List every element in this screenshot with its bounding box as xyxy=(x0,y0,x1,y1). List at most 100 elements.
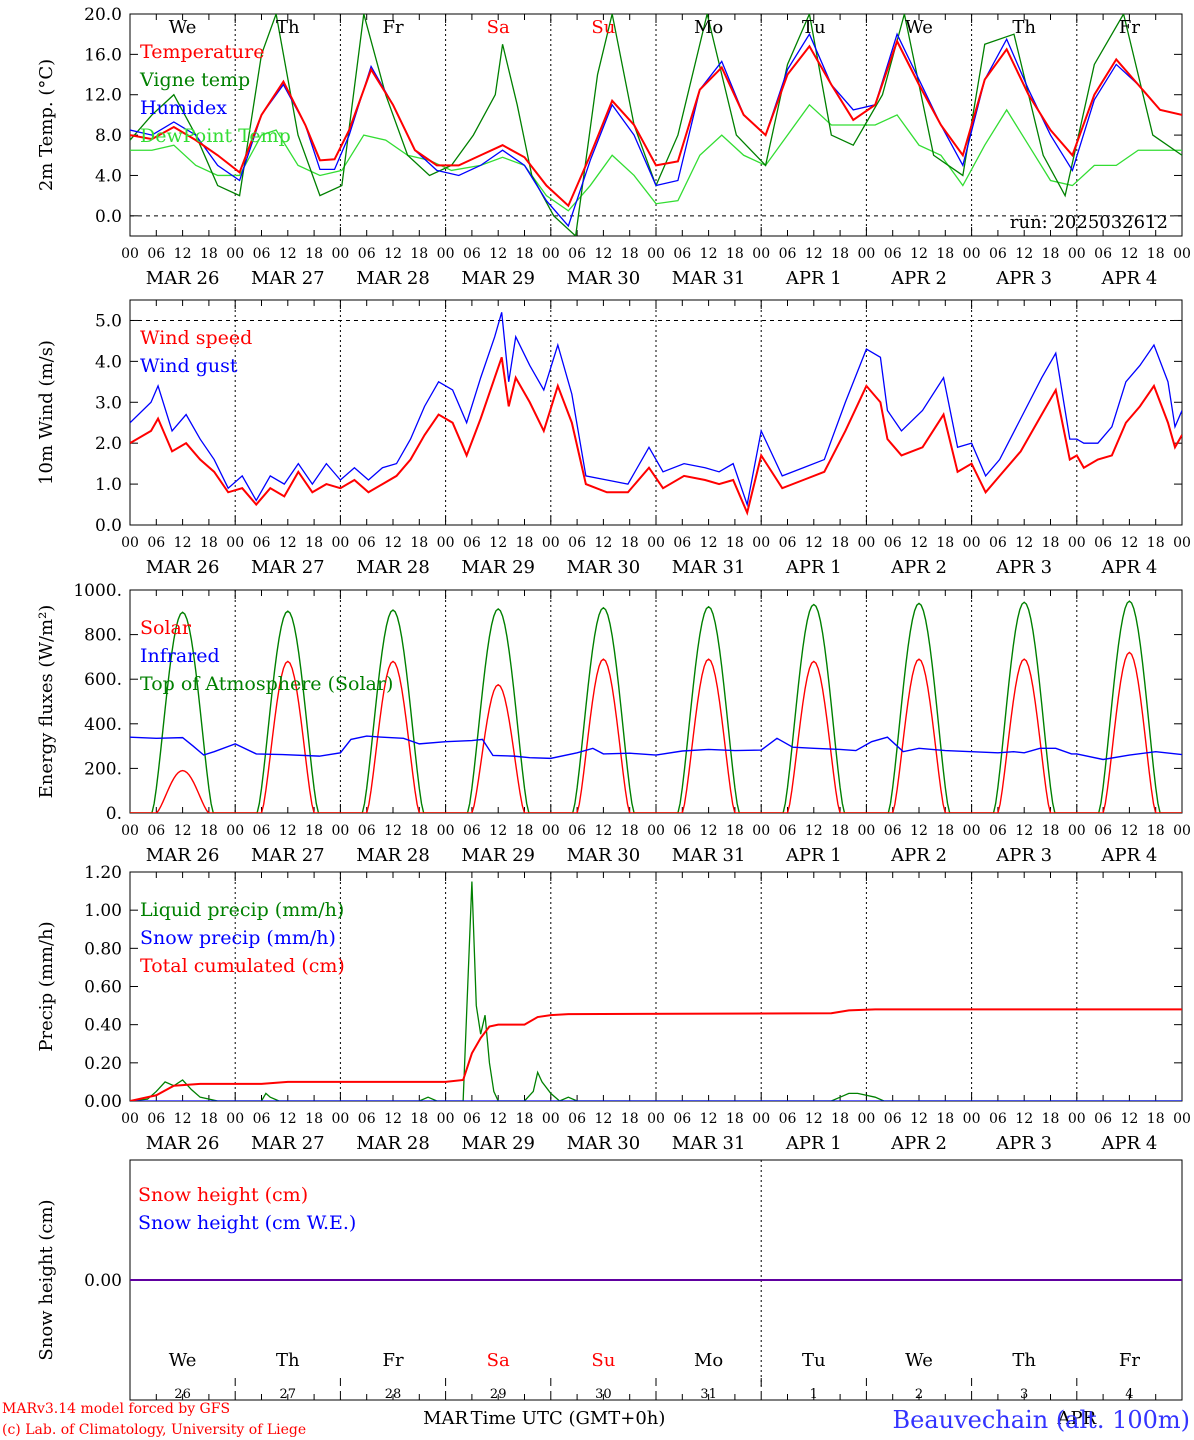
hour-tick-label: 12 xyxy=(279,535,297,551)
y-tick-label: 12.0 xyxy=(84,86,122,106)
panel-5 xyxy=(129,1159,1183,1401)
hour-tick-label: 12 xyxy=(910,1111,928,1127)
hour-tick-label: 00 xyxy=(226,823,244,839)
day-name-label: Tu xyxy=(802,17,826,38)
day-number-label: 1 xyxy=(810,1387,818,1402)
hour-tick-label: 18 xyxy=(621,1111,639,1127)
day-name-label: We xyxy=(905,1350,933,1371)
hour-tick-label: 00 xyxy=(963,1111,981,1127)
plot-area xyxy=(130,881,1182,1101)
day-number-label: 4 xyxy=(1125,1387,1133,1402)
day-name-label: Fr xyxy=(1119,17,1140,38)
hour-tick-label: 18 xyxy=(621,246,639,262)
date-label: APR 1 xyxy=(785,845,842,866)
hour-tick-label: 12 xyxy=(1015,1111,1033,1127)
hour-tick-label: 06 xyxy=(253,246,271,262)
hour-tick-label: 00 xyxy=(331,823,349,839)
hour-tick-label: 18 xyxy=(1147,1111,1165,1127)
hour-tick-label: 00 xyxy=(752,246,770,262)
hour-tick-label: 06 xyxy=(673,246,691,262)
hour-tick-label: 12 xyxy=(805,246,823,262)
date-label: APR 1 xyxy=(785,557,842,578)
y-tick-label: 1.00 xyxy=(84,901,122,921)
hour-tick-label: 18 xyxy=(200,535,218,551)
copyright: (c) Lab. of Climatology, University of L… xyxy=(2,1422,306,1438)
date-label: MAR 28 xyxy=(356,1133,430,1154)
day-name-label: Mo xyxy=(694,1350,723,1371)
hour-tick-label: 00 xyxy=(1068,1111,1086,1127)
hour-tick-label: 18 xyxy=(516,535,534,551)
hour-tick-label: 00 xyxy=(121,535,139,551)
day-name-label: Th xyxy=(1012,17,1036,38)
day-number-label: 30 xyxy=(595,1387,612,1402)
hour-tick-label: 12 xyxy=(910,535,928,551)
hour-tick-label: 00 xyxy=(647,535,665,551)
hour-tick-label: 06 xyxy=(463,823,481,839)
y-tick-label: 0.60 xyxy=(84,978,122,998)
day-name-label: Sa xyxy=(487,17,510,38)
y-tick-label: 3.0 xyxy=(95,393,122,413)
date-label: MAR 30 xyxy=(567,845,641,866)
hour-tick-label: 12 xyxy=(594,535,612,551)
legend-entry: Solar xyxy=(140,617,192,639)
day-number-label: 27 xyxy=(280,1387,297,1402)
hour-tick-label: 18 xyxy=(410,1111,428,1127)
hour-tick-label: 00 xyxy=(752,823,770,839)
hour-tick-label: 12 xyxy=(1015,535,1033,551)
date-label: APR 3 xyxy=(995,1133,1052,1154)
hour-tick-label: 00 xyxy=(331,1111,349,1127)
day-number-label: 3 xyxy=(1020,1387,1028,1402)
date-label: MAR 31 xyxy=(672,268,746,289)
hour-tick-label: 12 xyxy=(174,535,192,551)
panel-1 xyxy=(129,13,1183,237)
hour-tick-label: 12 xyxy=(1120,823,1138,839)
hour-tick-label: 06 xyxy=(884,246,902,262)
y-tick-label: 1.20 xyxy=(84,863,122,883)
date-label: APR 2 xyxy=(890,557,947,578)
hour-tick-label: 18 xyxy=(621,823,639,839)
legend-entry: Liquid precip (mm/h) xyxy=(140,899,344,921)
hour-tick-label: 12 xyxy=(700,1111,718,1127)
day-name-label: Tu xyxy=(802,1350,826,1371)
hour-tick-label: 18 xyxy=(410,823,428,839)
y-tick-label: 200. xyxy=(84,759,122,779)
hour-tick-label: 00 xyxy=(647,823,665,839)
hour-tick-label: 00 xyxy=(331,246,349,262)
hour-tick-label: 06 xyxy=(673,535,691,551)
hour-tick-label: 00 xyxy=(963,246,981,262)
hour-tick-label: 00 xyxy=(1173,246,1191,262)
panel-4 xyxy=(129,871,1183,1102)
date-label: MAR 28 xyxy=(356,268,430,289)
month-label: APR xyxy=(1056,1408,1096,1429)
hour-tick-label: 00 xyxy=(963,823,981,839)
day-number-label: 31 xyxy=(700,1387,717,1402)
day-number-label: 26 xyxy=(174,1387,191,1402)
date-label: APR 1 xyxy=(785,1133,842,1154)
hour-tick-label: 18 xyxy=(1042,823,1060,839)
hour-tick-label: 18 xyxy=(200,823,218,839)
hour-tick-label: 06 xyxy=(463,1111,481,1127)
y-tick-label: 2.0 xyxy=(95,434,122,454)
hour-tick-label: 18 xyxy=(1147,535,1165,551)
hour-tick-label: 00 xyxy=(857,1111,875,1127)
y-tick-label: 0.20 xyxy=(84,1054,122,1074)
hour-tick-label: 18 xyxy=(621,535,639,551)
day-number-label: 29 xyxy=(490,1387,507,1402)
hour-tick-label: 06 xyxy=(989,535,1007,551)
y-axis-label: 2m Temp. (°C) xyxy=(36,59,57,191)
hour-tick-label: 18 xyxy=(1042,535,1060,551)
date-label: APR 2 xyxy=(890,268,947,289)
hour-tick-label: 18 xyxy=(936,1111,954,1127)
hour-tick-label: 12 xyxy=(279,246,297,262)
hour-tick-label: 18 xyxy=(305,823,323,839)
date-label: MAR 26 xyxy=(146,557,220,578)
series-line-lightgreen xyxy=(130,103,1182,212)
hour-tick-label: 12 xyxy=(910,823,928,839)
hour-tick-label: 06 xyxy=(147,1111,165,1127)
hour-tick-label: 18 xyxy=(936,246,954,262)
date-label: MAR 29 xyxy=(461,268,535,289)
legend-entry: Temperature xyxy=(140,41,264,63)
hour-tick-label: 00 xyxy=(1068,823,1086,839)
date-label: APR 2 xyxy=(890,845,947,866)
